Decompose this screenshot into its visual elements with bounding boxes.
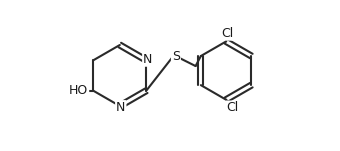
Text: Cl: Cl: [221, 27, 233, 40]
Text: HO: HO: [69, 84, 88, 97]
Text: N: N: [143, 53, 152, 66]
Text: Cl: Cl: [226, 101, 238, 114]
Text: N: N: [116, 101, 125, 114]
Text: S: S: [172, 50, 180, 63]
